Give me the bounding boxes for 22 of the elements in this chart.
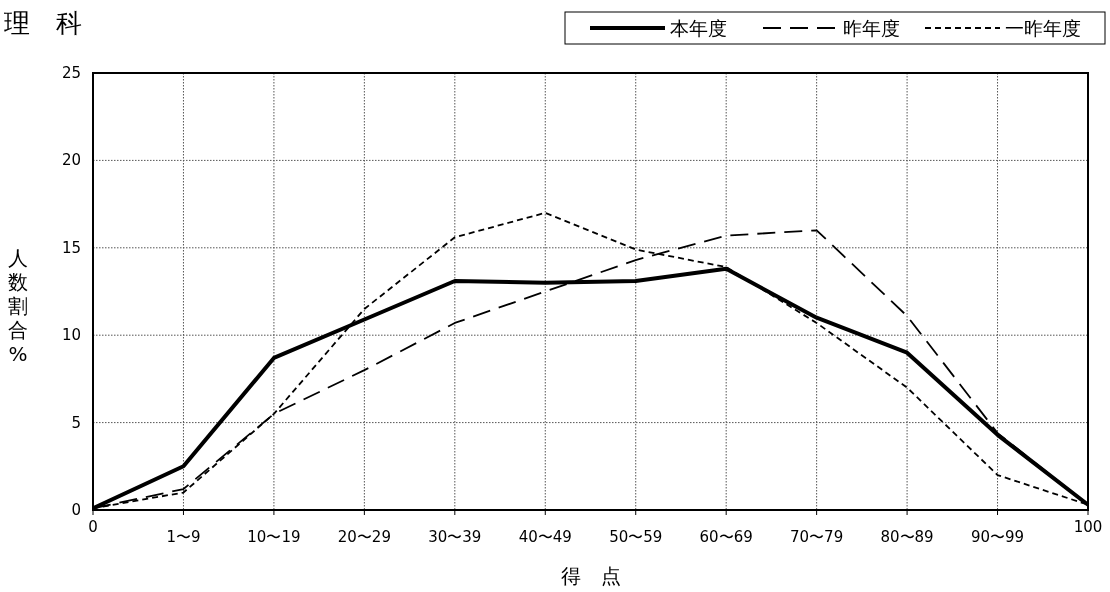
x-tick-label: 10〜19 bbox=[247, 528, 301, 546]
y-tick-label: 15 bbox=[61, 238, 81, 257]
y-axis-title: 人数割合% bbox=[8, 246, 28, 366]
y-tick-label: 25 bbox=[61, 64, 81, 82]
x-axis-title: 得 点 bbox=[560, 564, 621, 588]
chart-title: 理 科 bbox=[4, 8, 82, 38]
x-tick-label: 50〜59 bbox=[609, 528, 663, 546]
x-tick-label: 80〜89 bbox=[880, 528, 934, 546]
x-tick-label: 100 bbox=[1073, 518, 1103, 536]
y-tick-label: 20 bbox=[61, 151, 81, 170]
x-tick-label: 30〜39 bbox=[428, 528, 482, 546]
x-tick-label: 60〜69 bbox=[699, 528, 753, 546]
y-tick-label: 10 bbox=[61, 326, 81, 345]
x-tick-label: 70〜79 bbox=[790, 528, 844, 546]
x-tick-label: 90〜99 bbox=[970, 528, 1025, 546]
x-tick-label: 40〜49 bbox=[518, 528, 572, 546]
x-tick-label: 1〜9 bbox=[166, 528, 201, 546]
legend-label: 一昨年度 bbox=[1005, 17, 1081, 39]
x-tick-label: 20〜29 bbox=[337, 528, 391, 546]
legend-label: 昨年度 bbox=[843, 17, 900, 39]
legend-label: 本年度 bbox=[670, 17, 727, 39]
y-tick-label: 5 bbox=[71, 413, 81, 432]
